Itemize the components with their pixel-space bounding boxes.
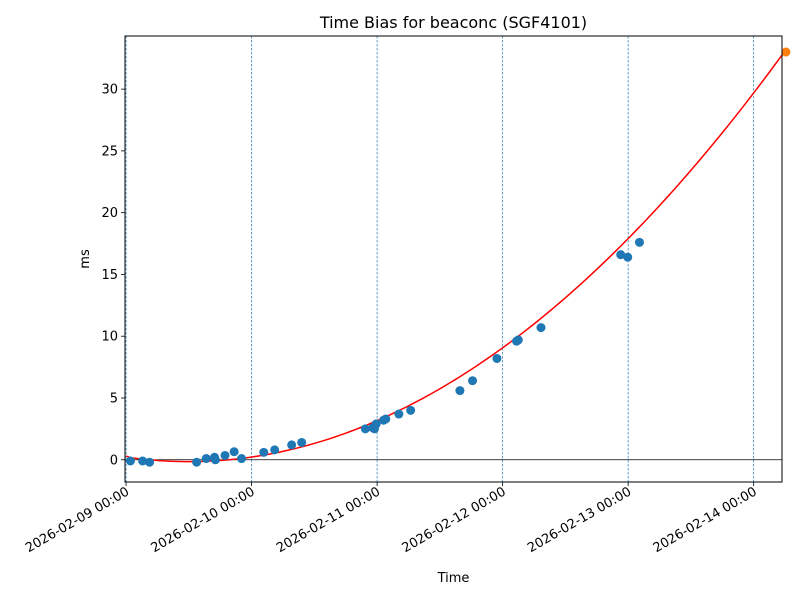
data-point [371,419,381,429]
y-tick-label: 5 [110,391,118,406]
data-point [360,424,370,434]
data-point [229,447,239,457]
data-point [394,409,404,419]
fit-curve [125,51,785,463]
y-tick-label: 30 [101,83,118,98]
data-point [468,376,478,386]
x-tick-label: 2026-02-13 00:00 [525,484,634,556]
data-point [381,414,391,424]
y-tick-label: 20 [101,206,118,221]
x-tick-label: 2026-02-09 00:00 [23,484,132,556]
data-point [145,457,155,467]
data-point [125,456,135,466]
data-point [455,386,465,396]
data-point [406,405,416,415]
x-tick-label: 2026-02-10 00:00 [149,484,258,556]
data-point [210,455,220,465]
data-point [201,454,211,464]
x-tick-label: 2026-02-14 00:00 [651,484,760,556]
grid-layer [125,36,755,482]
y-tick-label: 0 [110,453,118,468]
data-point [536,323,546,333]
points-layer [125,47,791,467]
y-axis-ticks: 0 5 10 15 20 25 30 [101,83,125,468]
highlight-point [781,47,791,57]
data-point [192,457,202,467]
data-point [616,250,626,260]
y-tick-label: 25 [101,144,118,159]
data-point [270,445,280,455]
data-point [623,252,633,262]
data-point [513,335,523,345]
data-point [220,450,230,460]
data-point [237,454,247,464]
y-tick-label: 10 [101,330,118,345]
data-point [634,237,644,247]
data-point [297,437,307,447]
data-point [138,456,148,466]
chart-title: Time Bias for beaconc (SGF4101) [319,13,587,32]
data-point [492,353,502,363]
data-point [287,440,297,450]
plot-frame [124,35,783,483]
x-tick-label: 2026-02-12 00:00 [400,484,509,556]
x-tick-label: 2026-02-11 00:00 [274,484,383,556]
y-tick-label: 15 [101,268,118,283]
y-axis-label: ms [78,249,93,269]
x-axis-ticks: 2026-02-09 00:00 2026-02-10 00:00 2026-02-… [23,482,760,556]
plot-area [124,35,791,483]
data-point [259,447,269,457]
x-axis-label: Time [437,571,470,586]
